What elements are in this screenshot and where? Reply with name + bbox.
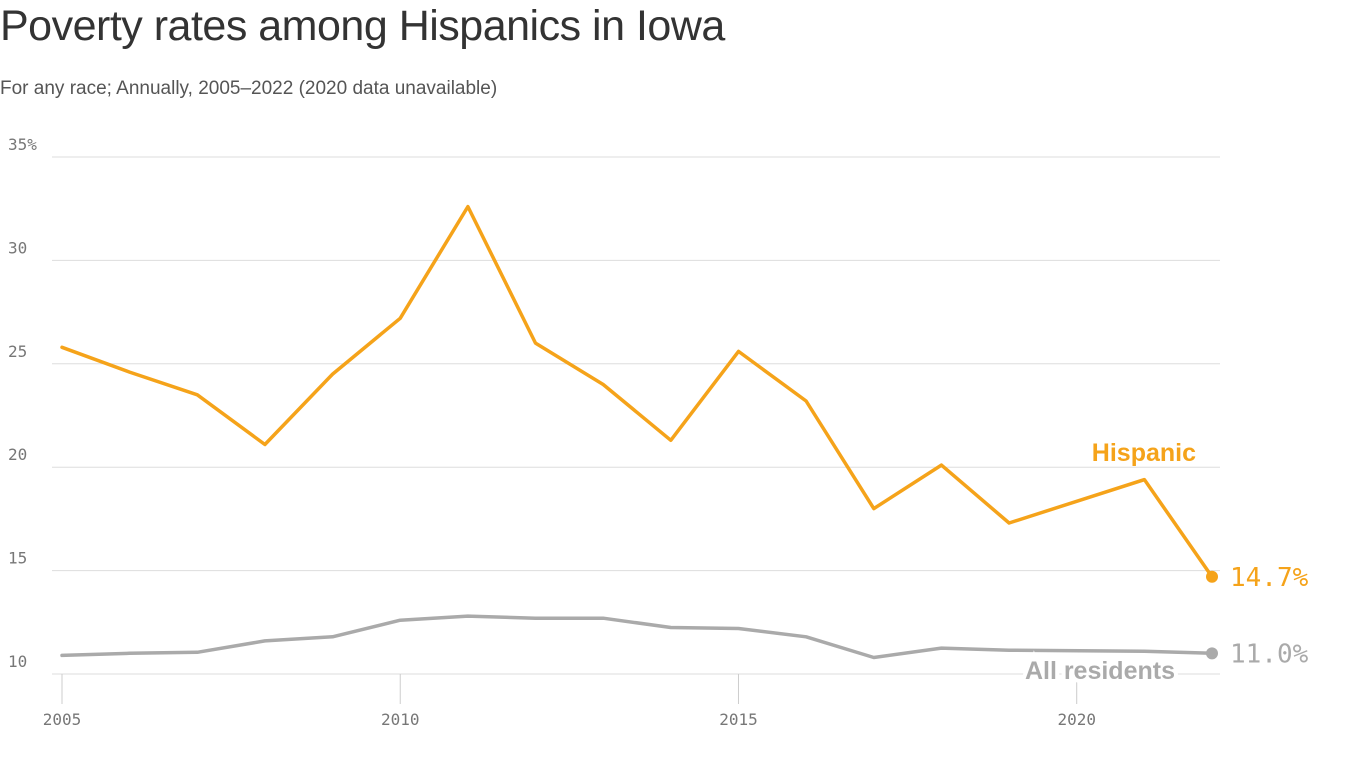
y-axis-ticks: 10 15 20 25 30 35% xyxy=(8,135,37,671)
series-label-hispanic: Hispanic xyxy=(1092,439,1196,467)
series-line-hispanic xyxy=(60,204,1214,579)
end-point-marker xyxy=(1206,570,1218,583)
x-axis-ticks: 2005 2010 2015 2020 xyxy=(43,674,1096,729)
chart-title: Poverty rates among Hispanics in Iowa xyxy=(0,2,725,50)
x-tick-label: 2010 xyxy=(381,710,420,729)
y-tick-label: 10 xyxy=(8,652,27,671)
series-label-all-residents: All residents xyxy=(1025,657,1175,685)
end-value-label: 14.7% xyxy=(1230,563,1309,593)
x-tick-label: 2005 xyxy=(43,710,82,729)
series-line-all-residents xyxy=(60,614,1214,660)
y-tick-label: 15 xyxy=(8,549,27,568)
gridlines xyxy=(52,156,1220,675)
y-tick-label: 25 xyxy=(8,342,27,361)
end-value-label: 11.0% xyxy=(1230,639,1309,669)
series-lines xyxy=(60,204,1214,660)
y-tick-label: 20 xyxy=(8,445,27,464)
y-tick-label: 30 xyxy=(8,238,27,257)
end-point-marker xyxy=(1206,647,1218,660)
y-tick-label: 35% xyxy=(8,135,37,154)
x-tick-label: 2015 xyxy=(719,710,758,729)
series-labels: 14.7% 11.0% Hispanic All residents xyxy=(1021,439,1309,689)
x-tick-label: 2020 xyxy=(1057,710,1096,729)
chart-subtitle: For any race; Annually, 2005–2022 (2020 … xyxy=(0,78,498,99)
